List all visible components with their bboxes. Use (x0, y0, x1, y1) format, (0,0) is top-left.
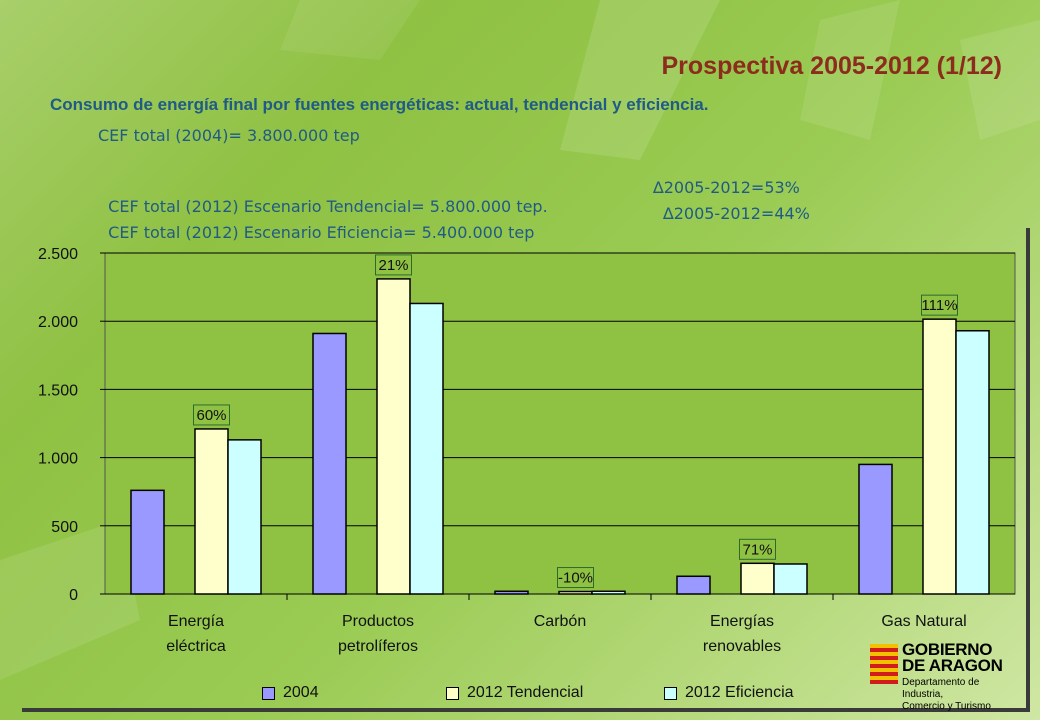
y-tick-label: 2.500 (38, 246, 78, 263)
y-tick-label: 500 (51, 519, 78, 536)
legend-swatch-eficiencia (664, 686, 677, 700)
page-title: Prospectiva 2005-2012 (1/12) (661, 52, 1003, 80)
bar-0-4 (858, 463, 893, 595)
legend-label-eficiencia: 2012 Eficiencia (685, 684, 794, 701)
x-tick-label: petrolíferos (338, 638, 418, 655)
bar-1-1 (376, 278, 411, 595)
annotation-box (921, 294, 958, 316)
gobierno-aragon-logo: GOBIERNO DE ARAGON Departamento de Indus… (870, 641, 1020, 712)
y-tick-label: 1.000 (38, 451, 78, 468)
bar-0-0 (130, 489, 165, 595)
logo-text: GOBIERNO DE ARAGON Departamento de Indus… (902, 640, 1020, 713)
logo-dept-line2: Comercio y Turismo (902, 701, 991, 712)
cef-line-2004: CEF total (2004)= 3.800.000 tep (98, 126, 360, 145)
logo-dept-line1: Departamento de Industria, (902, 677, 980, 700)
annotation-box (739, 538, 776, 560)
cef-eficiencia-delta: ∆2005-2012=44% (663, 204, 810, 223)
x-tick-label: eléctrica (166, 638, 226, 655)
annotation-label: -10% (558, 570, 593, 587)
annotation-box (375, 254, 412, 276)
x-tick-label: Gas Natural (881, 613, 966, 630)
y-tick-label: 1.500 (38, 382, 78, 399)
annotation-label: 71% (742, 541, 772, 558)
x-tick-label: Energía (168, 613, 224, 630)
bar-0-3 (676, 575, 711, 595)
annotation-label: 111% (921, 297, 957, 314)
logo-name-line2: DE ARAGON (902, 656, 1003, 675)
cef-eficiencia-text: CEF total (2012) Escenario Eficiencia= 5… (108, 223, 535, 242)
legend-item-tendencial: 2012 Tendencial (446, 683, 583, 703)
annotation-box (557, 567, 594, 589)
page-subtitle: Consumo de energía final por fuentes ene… (50, 95, 709, 114)
bar-2-3 (773, 563, 808, 595)
x-tick-label: renovables (703, 638, 781, 655)
legend-label-tendencial: 2012 Tendencial (467, 684, 584, 701)
bar-0-1 (312, 332, 347, 595)
legend-label-2004: 2004 (283, 684, 319, 701)
bar-2-4 (955, 329, 990, 595)
y-tick-label: 0 (69, 587, 78, 604)
legend-swatch-2004 (262, 686, 275, 700)
frame-shadow-bottom (22, 708, 1030, 712)
aragon-flag-icon (870, 644, 898, 684)
legend-swatch-tendencial (446, 686, 459, 700)
annotation-label: 60% (196, 407, 226, 424)
cef-line-eficiencia: CEF total (2012) Escenario Eficiencia= 5… (98, 204, 810, 261)
y-tick-label: 2.000 (38, 314, 78, 331)
bar-2-0 (227, 439, 262, 595)
bar-1-2 (558, 590, 593, 595)
cef-tendencial-text: CEF total (2012) Escenario Tendencial= 5… (108, 197, 548, 216)
bar-1-4 (922, 318, 957, 595)
annotation-box (193, 404, 230, 426)
bar-2-1 (409, 302, 444, 595)
legend-item-2004: 2004 (262, 683, 319, 703)
x-tick-label: Carbón (534, 613, 586, 630)
logo-name-line1: GOBIERNO (902, 640, 993, 659)
cef-line-tendencial: CEF total (2012) Escenario Tendencial= 5… (98, 178, 800, 235)
x-tick-label: Energías (710, 613, 774, 630)
bar-1-0 (194, 428, 229, 595)
frame-shadow-right (1026, 228, 1030, 712)
legend-item-eficiencia: 2012 Eficiencia (664, 683, 794, 703)
cef-tendencial-delta: ∆2005-2012=53% (653, 178, 800, 197)
bar-0-2 (494, 590, 529, 595)
x-tick-label: Productos (342, 613, 414, 630)
bar-1-3 (740, 562, 775, 595)
bar-2-2 (591, 590, 626, 595)
annotation-label: 21% (378, 257, 408, 274)
